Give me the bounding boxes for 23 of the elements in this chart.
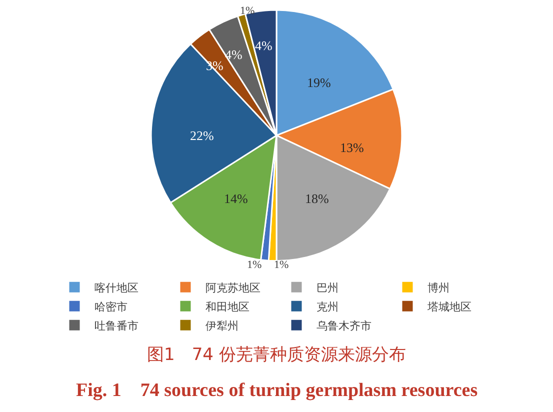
legend-label: 喀什地区 bbox=[94, 281, 138, 294]
legend-label: 和田地区 bbox=[206, 300, 250, 314]
text: Fig. 1 74 sources of turnip germplasm resources bbox=[76, 380, 478, 401]
legend-label: 哈密市 bbox=[94, 300, 128, 314]
text: 图1 74 份芜菁种质资源来源分布 bbox=[147, 345, 406, 365]
legend-label: 吐鲁番市 bbox=[94, 319, 138, 332]
data-label: 22% bbox=[190, 128, 214, 143]
legend-label: 乌鲁木齐市 bbox=[316, 319, 372, 332]
data-label: 18% bbox=[305, 191, 329, 206]
data-label: 4% bbox=[255, 38, 272, 53]
data-label: 14% bbox=[224, 191, 248, 206]
legend-label: 巴州 bbox=[316, 281, 338, 294]
legend-label: 克州 bbox=[316, 300, 338, 314]
data-label: 13% bbox=[340, 140, 364, 155]
legend-label: 塔城地区 bbox=[426, 300, 472, 314]
data-label: 1% bbox=[247, 259, 262, 271]
data-label: 1% bbox=[274, 259, 289, 271]
data-label: 1% bbox=[240, 5, 255, 17]
data-label: 4% bbox=[225, 47, 242, 62]
legend-label: 伊犁州 bbox=[206, 319, 238, 332]
data-label: 19% bbox=[307, 75, 331, 90]
legend-label: 博州 bbox=[428, 281, 450, 294]
legend-label: 阿克苏地区 bbox=[206, 281, 260, 294]
